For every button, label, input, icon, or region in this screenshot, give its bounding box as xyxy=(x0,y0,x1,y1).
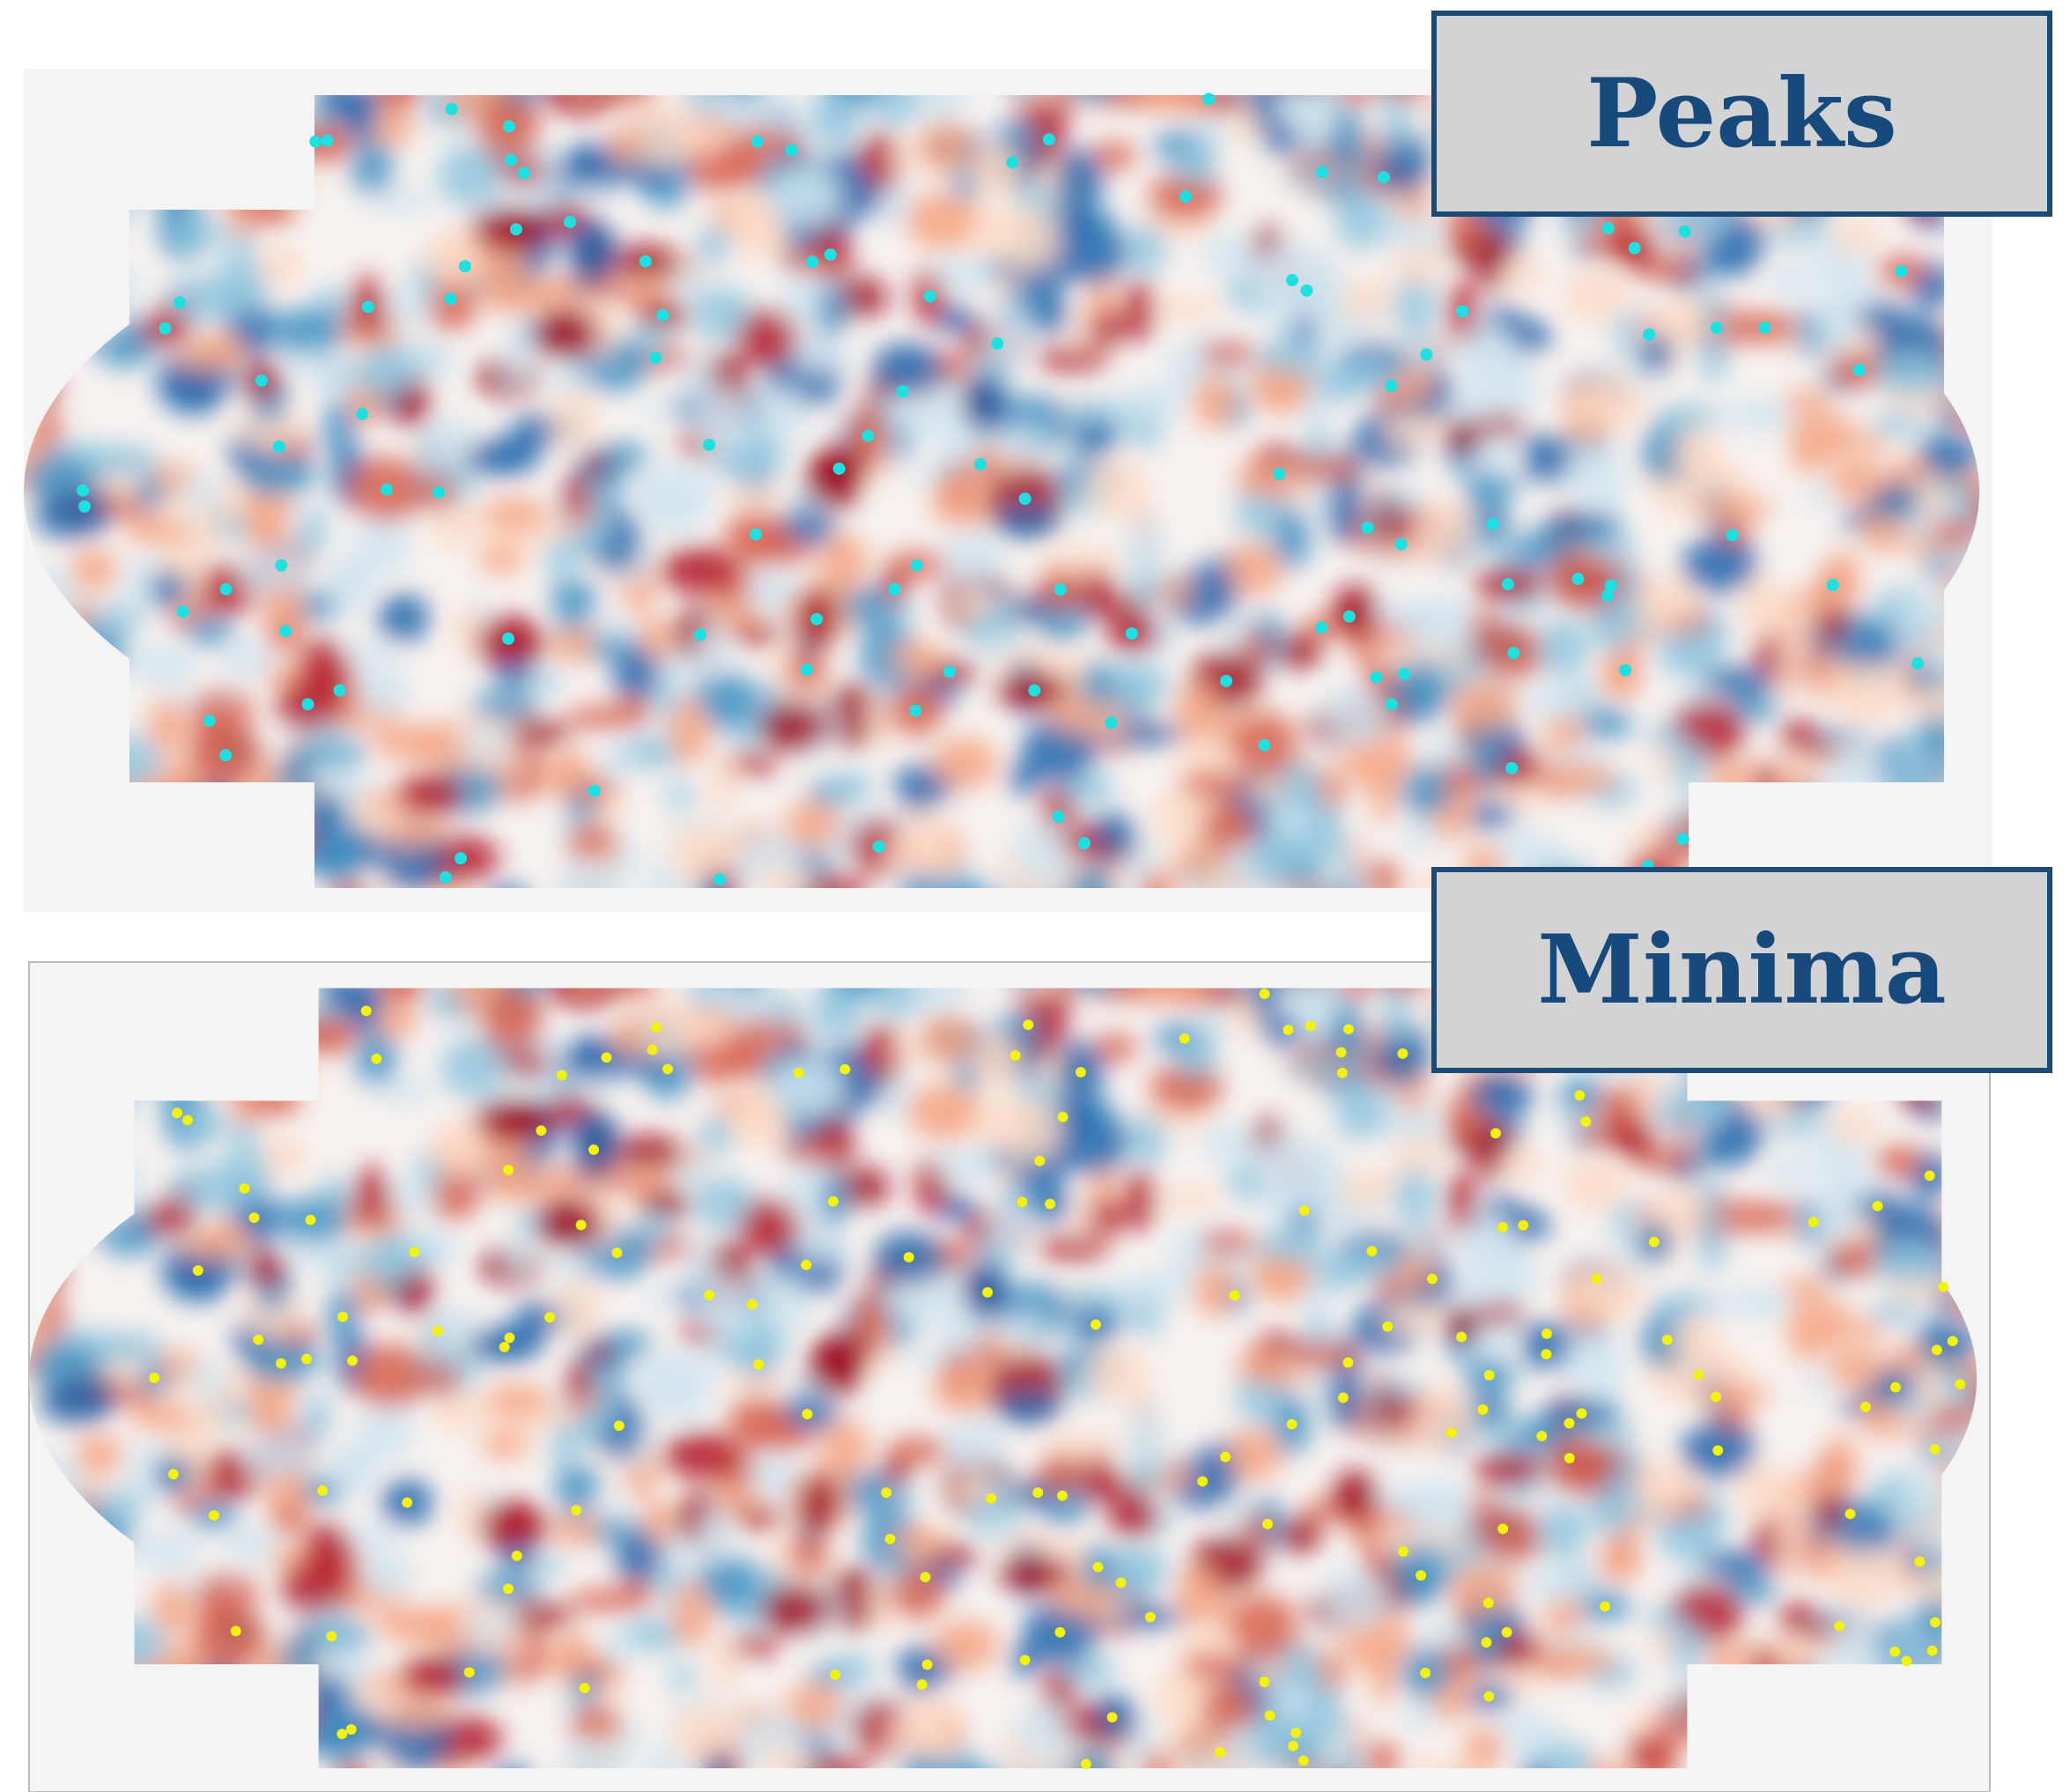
panel-label: Minima xyxy=(1537,915,1946,1026)
label-box: Peaks xyxy=(1431,11,2052,217)
page: Peaks Minima (() => { const data = JSON.… xyxy=(0,0,2070,1792)
panel-label: Peaks xyxy=(1586,58,1897,169)
label-box: Minima xyxy=(1431,867,2052,1073)
